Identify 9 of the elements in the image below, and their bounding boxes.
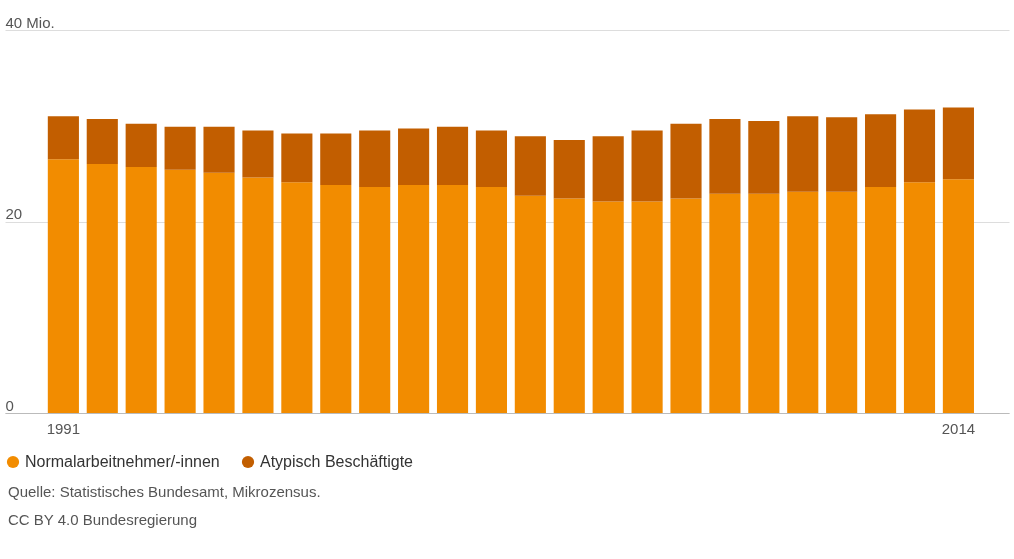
source-note: Quelle: Statistisches Bundesamt, Mikrozensus. — [8, 482, 322, 502]
y-tick-label: 40 Mio. — [5, 13, 55, 31]
legend-label: Atypisch Beschäftigte — [260, 453, 414, 470]
legend-label: Normalarbeitnehmer/-innen — [25, 453, 220, 470]
x-tick-label: 2014 — [941, 419, 976, 437]
y-tick-label: 20 — [5, 205, 23, 222]
x-tick-label: 1991 — [46, 419, 81, 437]
y-tick-label: 0 — [5, 396, 14, 414]
text: CC BY 4.0 Bundesregierung — [8, 510, 198, 530]
